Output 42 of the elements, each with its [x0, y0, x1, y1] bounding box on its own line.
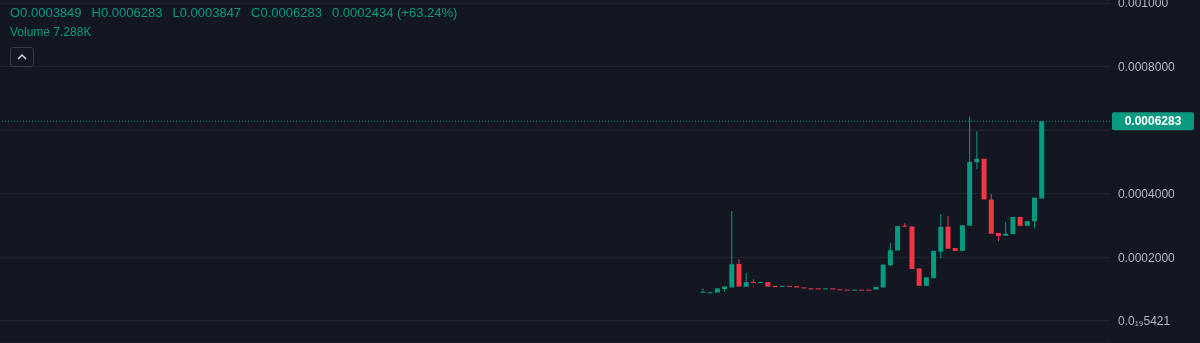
candlestick — [938, 214, 944, 259]
annotation: L0.0003847 — [172, 5, 242, 20]
candlestick — [1017, 216, 1023, 226]
candlestick — [765, 282, 771, 287]
candlestick — [981, 158, 987, 200]
candlestick — [743, 273, 749, 287]
ref-line-label: 0.0006283 — [1124, 114, 1182, 129]
candlestick — [1024, 221, 1030, 226]
y-tick-label: 0.001000 — [1118, 0, 1169, 11]
annotation: O0.0003849 — [10, 5, 82, 20]
annotation: Volume 7.288K — [10, 25, 92, 39]
candlestick — [959, 225, 965, 251]
candlestick — [714, 288, 720, 293]
candlestick — [895, 226, 901, 251]
candlestick — [974, 131, 980, 170]
candlestick — [887, 242, 893, 267]
candlestick — [880, 264, 886, 288]
candlestick — [923, 277, 929, 286]
candlestick — [902, 223, 908, 228]
candlestick — [700, 288, 706, 293]
y-tick-label: 0.0₁₉5421 — [1118, 314, 1171, 329]
y-tick-label: 0.0004000 — [1118, 186, 1176, 201]
candlestick — [873, 286, 879, 290]
y-tick-label: 0.0008000 — [1118, 59, 1176, 74]
annotation: H0.0006283 — [91, 5, 163, 20]
candlestick — [1010, 216, 1016, 235]
annotation: C0.0006283 — [251, 5, 322, 20]
candlestick — [729, 210, 735, 288]
candlestick — [931, 250, 937, 279]
candlestick — [722, 286, 728, 292]
candlestick — [995, 233, 1001, 242]
y-tick-label: 0.0002000 — [1118, 250, 1176, 265]
candlestick — [916, 268, 922, 286]
candlestick — [736, 259, 742, 287]
candlestick — [952, 248, 958, 251]
candlestick — [750, 279, 756, 284]
annotation: 0.0002434 (+63.24%) — [331, 5, 458, 20]
candlestick — [988, 194, 994, 234]
candlestick — [1032, 197, 1038, 229]
candlestick — [945, 215, 951, 249]
candlestick — [1003, 222, 1009, 236]
candlestick — [909, 226, 915, 269]
